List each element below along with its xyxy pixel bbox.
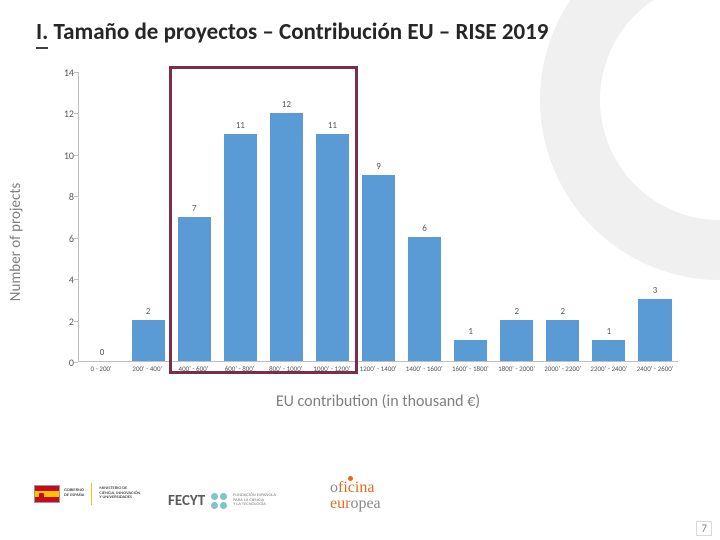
x-tick-label: 1600' - 1800': [447, 364, 493, 373]
bar-value-label: 0: [100, 347, 105, 358]
bar-slot: 2: [125, 72, 171, 361]
bar: 6: [408, 237, 441, 361]
x-tick-label: 1200' - 1400': [355, 364, 401, 373]
fecyt-dots-icon: [211, 493, 227, 509]
oe-dot-icon: [348, 476, 353, 481]
bar-value-label: 3: [653, 285, 658, 296]
spain-flag-icon: [34, 485, 60, 503]
bar: 7: [178, 217, 211, 362]
x-tick-label: 400' - 600': [170, 364, 216, 373]
bar-value-label: 2: [561, 306, 566, 317]
x-tick-label: 1000' - 1200': [309, 364, 355, 373]
gob-min-3: Y UNIVERSIDADES: [99, 496, 140, 501]
bar-value-label: 1: [468, 326, 473, 337]
plot-area: 0271112119612213: [78, 72, 678, 362]
oe-l2b: opea: [350, 495, 380, 512]
x-tick-label: 1800' - 2000': [493, 364, 539, 373]
logo-gobierno-espana: GOBIERNO DE ESPAÑA MINISTERIO DE CIENCIA…: [34, 478, 154, 510]
y-tick-label: 6: [54, 232, 74, 245]
bar-value-label: 12: [282, 99, 291, 110]
gob-line2: DE ESPAÑA: [64, 494, 84, 499]
x-tick-label: 0 - 200': [78, 364, 124, 373]
y-tick-label: 14: [54, 66, 74, 79]
bar-slot: 2: [540, 72, 586, 361]
title-rest: Tamaño de proyectos – Contribución EU – …: [48, 18, 548, 46]
bar-slot: 3: [632, 72, 678, 361]
oe-l1b: ficina: [338, 479, 374, 496]
bar: 11: [316, 134, 349, 361]
x-tick-label: 200' - 400': [124, 364, 170, 373]
fecyt-text: FECYT: [168, 492, 205, 510]
bar-chart: Number of projects 0271112119612213 0246…: [28, 62, 692, 422]
bar-slot: 2: [494, 72, 540, 361]
bar: 3: [638, 299, 671, 361]
page-number: 7: [696, 521, 712, 536]
bar-value-label: 2: [514, 306, 519, 317]
bar: 9: [362, 175, 395, 361]
bar-slot: 0: [79, 72, 125, 361]
x-tick-label: 800' - 1000': [263, 364, 309, 373]
bar: 12: [270, 113, 303, 361]
bar-value-label: 7: [192, 203, 197, 214]
logo-oficina-europea: oficina europea: [330, 480, 381, 512]
x-axis-title: EU contribution (in thousand €): [78, 392, 678, 411]
bar-slot: 1: [448, 72, 494, 361]
bar-value-label: 1: [607, 326, 612, 337]
logo-fecyt: FECYT FUNDACIÓN ESPAÑOLA PARA LA CIENCIA…: [168, 492, 276, 510]
x-tick-label: 600' - 800': [216, 364, 262, 373]
x-tick-label: 2200' - 2400': [586, 364, 632, 373]
bar-slot: 12: [263, 72, 309, 361]
bar: 2: [546, 320, 579, 361]
y-axis-title: Number of projects: [7, 183, 25, 301]
bar-slot: 11: [309, 72, 355, 361]
x-tick-labels: 0 - 200'200' - 400'400' - 600'600' - 800…: [78, 364, 678, 373]
fecyt-sub3: Y LA TECNOLOGÍA: [233, 503, 276, 508]
bar-slot: 1: [586, 72, 632, 361]
bar-slot: 11: [217, 72, 263, 361]
footer: GOBIERNO DE ESPAÑA MINISTERIO DE CIENCIA…: [0, 462, 720, 540]
y-tick-label: 4: [54, 273, 74, 286]
bar-slot: 7: [171, 72, 217, 361]
oe-l1a: o: [330, 479, 338, 496]
bar-value-label: 11: [236, 120, 245, 131]
bar-slot: 9: [355, 72, 401, 361]
bar: 1: [592, 340, 625, 361]
bar: 2: [500, 320, 533, 361]
bar: 2: [132, 320, 165, 361]
y-tick-label: 12: [54, 107, 74, 120]
y-tick-label: 0: [54, 356, 74, 369]
x-tick-label: 1400' - 1600': [401, 364, 447, 373]
y-tick-label: 8: [54, 190, 74, 203]
bar: 1: [454, 340, 487, 361]
bar-value-label: 2: [146, 306, 151, 317]
bar-value-label: 9: [376, 161, 381, 172]
bar: 11: [224, 134, 257, 361]
bar-slot: 6: [402, 72, 448, 361]
slide-title: I. Tamaño de proyectos – Contribución EU…: [36, 18, 548, 46]
bar-value-label: 6: [422, 223, 427, 234]
x-tick-label: 2000' - 2200': [540, 364, 586, 373]
bar-value-label: 11: [328, 120, 337, 131]
x-tick-label: 2400' - 2600': [632, 364, 678, 373]
y-tick-label: 10: [54, 149, 74, 162]
title-prefix: I.: [36, 18, 48, 49]
bars-container: 0271112119612213: [79, 72, 678, 361]
oe-l2a: eur: [330, 495, 350, 512]
y-tick-label: 2: [54, 315, 74, 328]
